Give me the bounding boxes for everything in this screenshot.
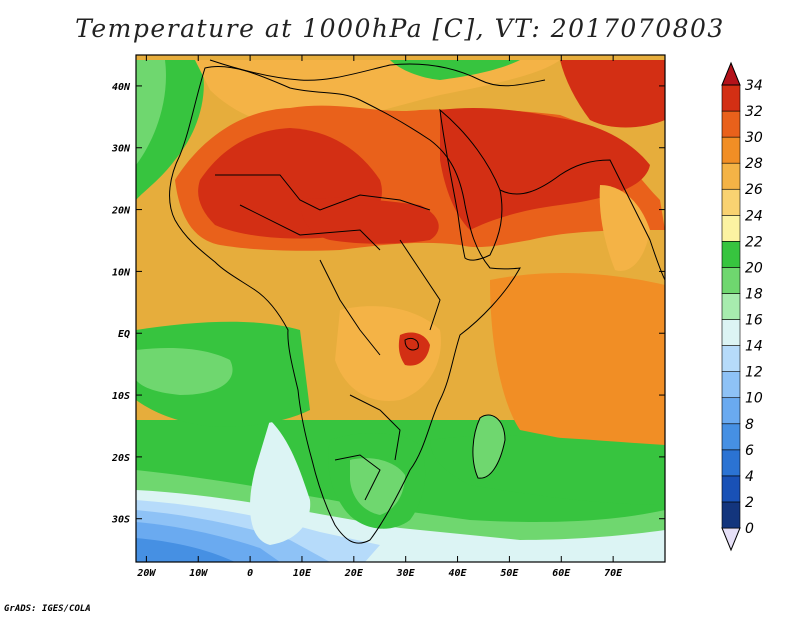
colorbar-label: 0 [745,521,754,537]
axis-ticks [136,55,665,562]
colorbar-label: 2 [745,495,754,511]
axis-labels: 20W 10W 0 10E 20E 30E 40E 50E 60E 70E 40N 30N 20N 10N… [111,82,623,579]
arabia-core [440,107,650,230]
colorbar-label: 18 [745,286,763,302]
indian-warm [490,273,665,460]
lon-tick-label: 50E [500,568,519,579]
southern-light [350,458,405,515]
congo-warm [335,306,441,401]
iran-core [560,60,665,128]
colorbar-segment [721,319,741,346]
europe-coast [209,59,546,87]
lon-tick-label: 20W [136,568,156,579]
colorbar-label: 16 [745,313,763,329]
lon-tick-label: 10E [293,568,312,579]
border-6 [334,454,381,501]
lat-tick-label: 10N [112,267,131,278]
colorbar-segment [721,84,741,112]
colorbar-label: 6 [745,443,754,459]
colorbar-segment [721,501,741,529]
lat-tick-label: 10S [112,391,130,402]
colorbar-segment [721,345,741,372]
temperature-field [136,55,665,562]
lon-tick-label: 60E [552,568,571,579]
colorbar-segment [721,267,741,294]
lon-tick-label: 10W [189,568,208,579]
lat-tick-label: 20N [111,206,131,217]
lon-tick-label: 40E [449,568,468,579]
border-2 [239,204,381,251]
colorbar-segment [721,162,741,190]
colorbar-underflow [721,527,741,552]
footer-credit: GrADS: IGES/COLA [4,604,91,614]
colorbar-segment [721,449,741,477]
colorbar-label: 30 [745,130,763,146]
lake-victoria [404,337,419,351]
atlantic-green-light [136,348,233,395]
coastlines [169,59,665,544]
colorbar-label: 28 [745,156,763,172]
lat-tick-label: 40N [112,82,131,93]
border-5 [349,394,401,461]
colorbar-segment [721,110,741,138]
lon-tick-label: 0 [247,568,253,579]
band-8 [136,538,235,562]
benguela-cool [250,420,311,545]
colorbar-label: 12 [745,365,763,381]
lat-tick-label: 30N [111,144,131,155]
colorbar-segment [721,397,741,425]
colorbar-label: 20 [745,260,763,276]
colorbar-segment [721,293,741,320]
map-frame [135,54,666,563]
colorbar-label: 10 [745,391,763,407]
canary-light [136,60,166,165]
arabia-coast [439,108,503,261]
lon-tick-label: 30E [396,568,416,579]
colorbar-segment [721,214,741,242]
lon-tick-label: 70E [604,568,623,579]
border-3 [319,259,381,356]
colorbar-segment [721,188,741,216]
colorbar-label: 8 [745,417,754,433]
colorbar-label: 26 [745,182,763,198]
border-1 [215,174,431,211]
africa-coastline [169,66,521,544]
colorbar-segment [721,475,741,503]
colorbar-segment [721,241,741,268]
colorbar-label: 24 [745,208,763,224]
colorbar-label: 34 [745,78,763,94]
lat-tick-label: EQ [118,329,130,340]
colorbar-overflow [721,61,741,86]
border-4 [399,239,441,331]
chart-title: Temperature at 1000hPa [C], VT: 20170708… [75,14,725,43]
arabia-east [499,159,665,281]
madagascar [472,414,505,479]
colorbar-segment [721,371,741,399]
colorbar-label: 22 [745,234,763,250]
colorbar-segment [721,136,741,164]
colorbar-segment [721,423,741,451]
india-yellow [599,185,650,271]
colorbar-label: 4 [745,469,754,485]
colorbar-label: 14 [745,339,763,355]
colorbar-label: 32 [745,104,763,120]
madagascar-coast [472,414,506,479]
lat-tick-label: 30S [111,515,130,526]
kenya-hot [398,332,430,366]
lon-tick-label: 20E [344,568,364,579]
lat-tick-label: 20S [111,453,130,464]
